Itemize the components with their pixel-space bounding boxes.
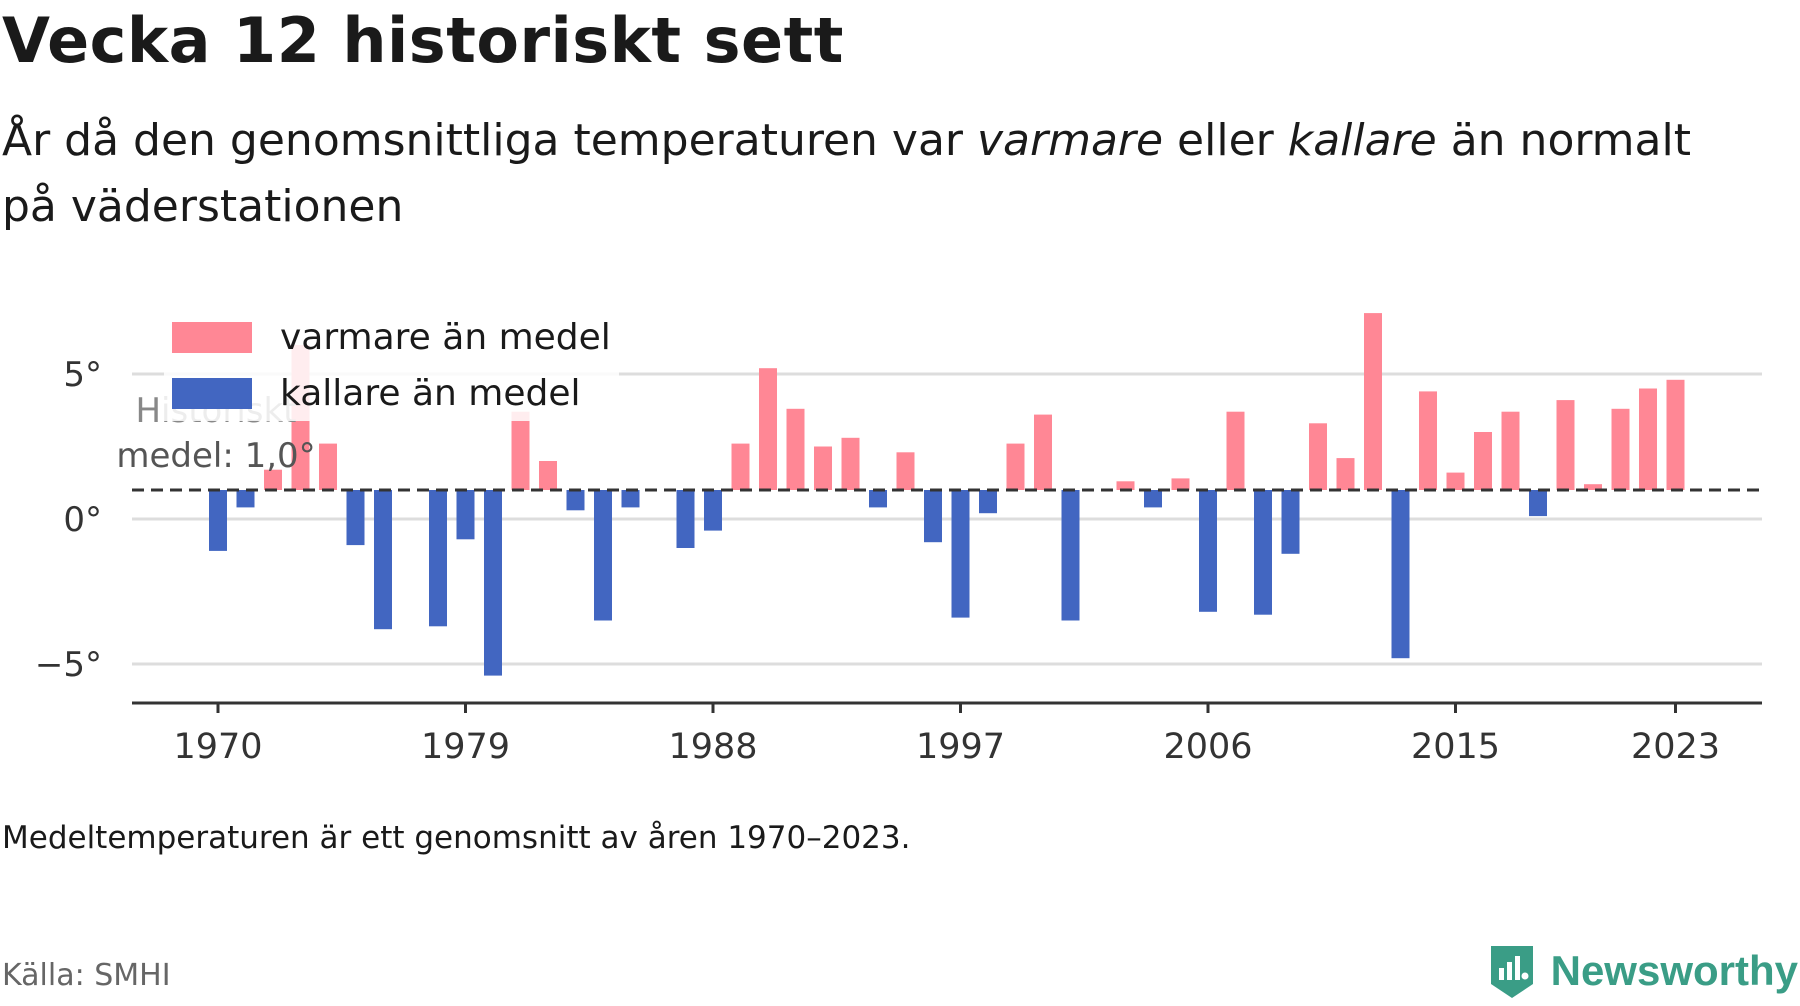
bar-2004 <box>1144 490 1162 508</box>
bar-2008 <box>1254 490 1272 615</box>
subtitle-emphasis-warmer: varmare <box>976 115 1164 166</box>
legend-swatch <box>172 322 252 353</box>
footnote: Medeltemperaturen är ett genomsnitt av å… <box>2 820 911 856</box>
bar-2020 <box>1584 484 1602 490</box>
temperature-bar-chart: Historisktmedel: 1,0° 5°0°−5°19701979198… <box>34 309 1762 767</box>
page-title: Vecka 12 historiskt sett <box>2 4 844 77</box>
bar-2007 <box>1226 411 1245 490</box>
bar-1980 <box>484 490 502 676</box>
y-tick-label: 5° <box>63 355 102 395</box>
x-tick-label: 2023 <box>1631 727 1720 767</box>
bar-1972 <box>264 469 282 490</box>
bar-2011 <box>1336 458 1355 490</box>
subtitle-text-2: eller <box>1163 115 1288 166</box>
subtitle-emphasis-colder: kallare <box>1287 115 1437 166</box>
bar-1991 <box>786 408 805 490</box>
brand-logo: Newsworthy <box>1487 936 1798 1006</box>
bar-1999 <box>1006 443 1025 490</box>
bar-2021 <box>1611 408 1630 490</box>
bar-2005 <box>1171 478 1190 490</box>
bar-1971 <box>236 490 255 508</box>
bar-1985 <box>621 490 640 508</box>
bar-1970 <box>209 490 227 551</box>
bar-1987 <box>676 490 695 548</box>
bar-2016 <box>1474 432 1492 490</box>
bar-1981 <box>511 411 530 490</box>
newsworthy-logo-icon <box>1490 946 1533 998</box>
bar-2018 <box>1529 490 1547 517</box>
bar-1997 <box>951 490 970 618</box>
bar-2001 <box>1061 490 1080 621</box>
subtitle-text-1: År då den genomsnittliga temperaturen va… <box>2 115 977 166</box>
bar-1993 <box>841 437 860 490</box>
brand-name: Newsworthy <box>1550 947 1798 994</box>
bar-1975 <box>346 490 365 546</box>
bar-1990 <box>759 368 777 490</box>
bar-2013 <box>1391 490 1410 659</box>
bar-1983 <box>566 490 585 511</box>
bar-1988 <box>704 490 722 531</box>
bar-2012 <box>1364 313 1382 490</box>
bar-2017 <box>1501 411 1520 490</box>
bar-1982 <box>539 461 557 490</box>
bar-1976 <box>374 490 392 630</box>
page-subtitle: År då den genomsnittliga temperaturen va… <box>2 108 1722 240</box>
legend: varmare än medel kallare än medel <box>164 309 619 421</box>
legend-swatch <box>172 378 252 409</box>
x-tick-label: 2015 <box>1411 727 1500 767</box>
bar-2015 <box>1446 472 1465 490</box>
bar-2003 <box>1116 481 1135 490</box>
y-tick-label: 0° <box>63 500 102 540</box>
x-tick-label: 2006 <box>1163 727 1252 767</box>
source-credit: Källa: SMHI <box>2 958 171 993</box>
bar-1996 <box>924 490 942 543</box>
bar-1994 <box>869 490 887 508</box>
bar-1974 <box>319 443 337 490</box>
x-tick-label: 1988 <box>668 727 757 767</box>
x-tick-label: 1970 <box>173 727 262 767</box>
bar-2023 <box>1666 379 1685 490</box>
bar-1979 <box>456 490 475 540</box>
bar-1998 <box>979 490 997 514</box>
bar-1995 <box>896 452 915 490</box>
bar-2006 <box>1199 490 1217 612</box>
bar-1984 <box>594 490 612 621</box>
bar-1989 <box>731 443 750 490</box>
bar-2014 <box>1419 391 1437 490</box>
bar-1992 <box>814 446 832 490</box>
bar-2010 <box>1309 423 1327 490</box>
axis-layer: 5° 0° −5° 1970 1979 1988 1997 2006 2015 2023 <box>35 355 1762 767</box>
bar-2009 <box>1281 490 1300 554</box>
bar-2000 <box>1034 414 1052 490</box>
subtitle-text-3: än normalt på väderstationen <box>2 115 1691 232</box>
bar-1978 <box>429 490 447 627</box>
x-tick-label: 1997 <box>916 727 1005 767</box>
legend-label: varmare än medel <box>280 317 611 358</box>
mean-label-line2: medel: 1,0° <box>116 436 315 476</box>
legend-label: kallare än medel <box>280 373 580 414</box>
x-tick-label: 1979 <box>421 727 510 767</box>
y-tick-label: −5° <box>35 645 102 685</box>
bar-2019 <box>1556 400 1575 490</box>
bars-layer <box>209 313 1685 676</box>
bar-2022 <box>1639 388 1657 490</box>
